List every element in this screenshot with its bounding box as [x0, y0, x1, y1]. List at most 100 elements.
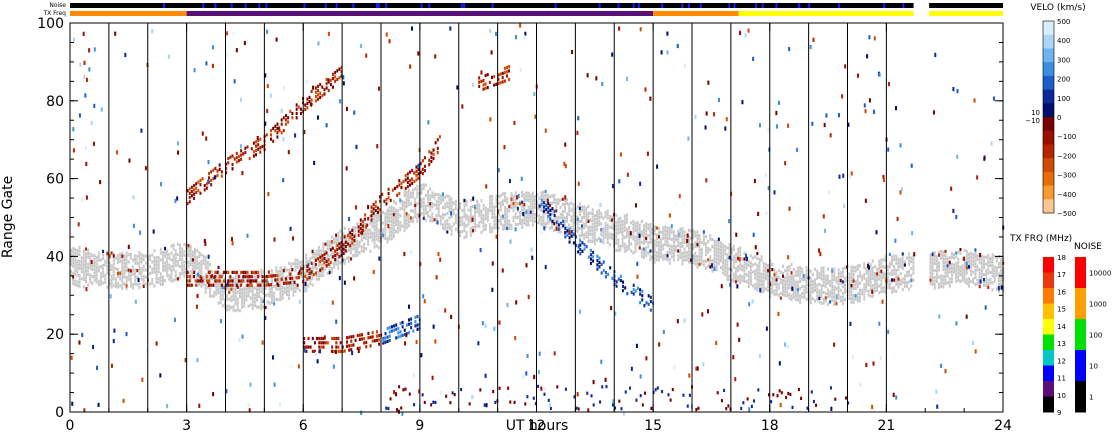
scatter-cell: [403, 251, 406, 257]
ground-scatter-cell: [211, 270, 214, 274]
scatter-cell: [394, 186, 397, 191]
scatter-cell: [351, 228, 354, 232]
scatter-cell: [364, 213, 367, 217]
ground-scatter-cell: [844, 276, 847, 280]
velocity-swatch: [1043, 130, 1054, 145]
scatter-cell: [434, 400, 437, 405]
scatter-cell: [270, 129, 273, 133]
ground-scatter-cell: [461, 223, 464, 227]
scatter-cell: [800, 396, 803, 401]
ground-scatter-cell: [643, 238, 646, 242]
ground-scatter-cell: [429, 187, 432, 191]
scatter-cell: [72, 37, 75, 42]
ground-scatter-cell: [266, 300, 269, 304]
ground-scatter-cell: [87, 269, 90, 273]
scatter-cell: [776, 124, 779, 129]
ground-scatter-cell: [504, 220, 507, 224]
ground-scatter-cell: [625, 234, 628, 238]
scatter-cell: [353, 238, 356, 243]
scatter-cell: [492, 389, 495, 394]
ground-scatter-cell: [867, 293, 870, 297]
ground-scatter-cell: [767, 271, 770, 275]
ground-scatter-cell: [933, 254, 936, 259]
scatter-cell: [428, 163, 431, 167]
ground-scatter-cell: [95, 266, 98, 270]
ground-scatter-cell: [204, 266, 207, 270]
ground-scatter-cell: [388, 209, 391, 213]
ground-scatter-cell: [117, 260, 120, 265]
scatter-cell: [295, 107, 298, 111]
ground-scatter-cell: [497, 212, 500, 216]
ground-scatter-cell: [76, 273, 79, 277]
scatter-cell: [753, 399, 756, 403]
ground-scatter-cell: [322, 270, 325, 274]
scatter-cell: [393, 324, 396, 328]
ground-scatter-cell: [533, 205, 536, 209]
ground-scatter-cell: [732, 265, 735, 269]
scatter-cell: [252, 279, 255, 283]
ground-scatter-cell: [392, 231, 395, 235]
ground-scatter-cell: [978, 282, 981, 286]
ground-scatter-cell: [844, 283, 847, 287]
scatter-cell: [543, 226, 546, 231]
ground-scatter-cell: [241, 302, 244, 306]
ground-scatter-cell: [630, 235, 633, 239]
ground-scatter-cell: [758, 257, 761, 262]
ground-scatter-cell: [987, 271, 990, 275]
ground-scatter-cell: [668, 258, 671, 262]
scatter-cell: [779, 402, 782, 408]
ground-scatter-cell: [696, 240, 699, 245]
ground-scatter-cell: [70, 262, 72, 267]
scatter-cell: [983, 156, 986, 161]
ground-scatter-cell: [784, 283, 787, 287]
ground-scatter-cell: [632, 251, 635, 255]
scatter-cell: [498, 320, 501, 325]
scatter-cell: [482, 87, 485, 91]
scatter-cell: [521, 200, 524, 204]
scatter-cell: [242, 270, 245, 274]
ground-scatter-cell: [961, 278, 964, 282]
ground-scatter-cell: [232, 287, 235, 291]
ground-scatter-cell: [572, 227, 575, 232]
ground-scatter-cell: [598, 222, 601, 227]
ground-scatter-cell: [187, 246, 190, 250]
ground-scatter-cell: [660, 241, 663, 245]
ground-scatter-cell: [741, 257, 744, 261]
scatter-cell: [242, 279, 245, 283]
ground-scatter-cell: [724, 248, 727, 252]
scatter-cell: [959, 247, 962, 252]
ground-scatter-cell: [852, 269, 855, 273]
ground-scatter-cell: [369, 232, 372, 236]
ground-scatter-cell: [501, 223, 504, 228]
ground-scatter-cell: [974, 282, 977, 287]
ground-scatter-cell: [431, 201, 434, 206]
ground-scatter-cell: [129, 277, 132, 281]
ground-scatter-cell: [260, 268, 263, 272]
noise-speck: [883, 3, 886, 8]
ground-scatter-cell: [839, 295, 842, 299]
scatter-cell: [248, 156, 251, 161]
scatter-cell: [344, 240, 347, 244]
ground-scatter-cell: [606, 226, 609, 231]
ground-scatter-cell: [157, 277, 160, 281]
ground-scatter-cell: [1000, 265, 1003, 269]
scatter-cell: [304, 281, 307, 286]
scatter-cell: [549, 213, 552, 217]
txfreq-segment: [738, 11, 914, 16]
ground-scatter-cell: [318, 245, 321, 250]
ground-scatter-cell: [933, 261, 936, 266]
ground-scatter-cell: [452, 222, 455, 226]
scatter-cell: [667, 393, 670, 397]
scatter-cell: [100, 107, 103, 112]
scatter-cell: [235, 160, 238, 164]
ground-scatter-cell: [82, 270, 85, 275]
txfreq-tick-label: 16: [1057, 288, 1066, 296]
ground-scatter-cell: [217, 273, 220, 277]
scatter-cell: [682, 393, 685, 397]
ground-scatter-cell: [424, 208, 427, 212]
ground-scatter-cell: [446, 194, 449, 198]
scatter-cell: [704, 125, 707, 130]
ground-scatter-cell: [78, 273, 81, 278]
scatter-cell: [461, 104, 464, 109]
scatter-cell: [894, 106, 897, 111]
